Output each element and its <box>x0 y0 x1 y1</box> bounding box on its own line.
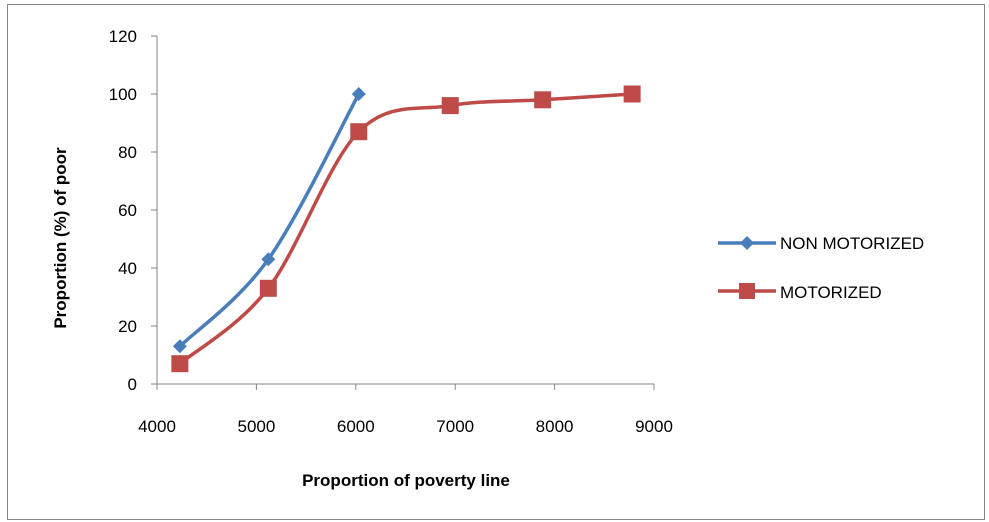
y-tick-label: 80 <box>118 143 137 162</box>
y-tick-label: 40 <box>118 259 137 278</box>
y-tick-label: 20 <box>118 317 137 336</box>
legend-entry-non-motorized[interactable]: NON MOTORIZED <box>718 234 924 253</box>
data-point-square[interactable] <box>442 97 459 114</box>
x-tick-label: 4000 <box>138 417 176 436</box>
x-axis-title: Proportion of poverty line <box>302 471 510 490</box>
y-ticks: 0 20 40 60 80 100 120 <box>109 27 157 394</box>
series-line-non-motorized <box>180 94 359 346</box>
legend-entry-motorized[interactable]: MOTORIZED <box>718 283 882 302</box>
data-point-square[interactable] <box>624 86 641 103</box>
x-tick-label: 6000 <box>337 417 375 436</box>
x-tick-label: 9000 <box>635 417 673 436</box>
legend-label-motorized: MOTORIZED <box>780 283 882 302</box>
data-point-square[interactable] <box>171 355 188 372</box>
x-tick-label: 8000 <box>536 417 574 436</box>
x-tick-label: 7000 <box>436 417 474 436</box>
legend-marker-square <box>739 283 755 299</box>
y-tick-label: 0 <box>128 375 137 394</box>
y-tick-label: 100 <box>109 85 137 104</box>
legend: NON MOTORIZED MOTORIZED <box>718 234 924 302</box>
series-non-motorized <box>173 87 366 353</box>
data-point-diamond[interactable] <box>352 87 366 101</box>
legend-marker-diamond <box>740 236 754 250</box>
series-line-motorized <box>180 94 632 364</box>
x-tick-label: 5000 <box>237 417 275 436</box>
data-point-square[interactable] <box>260 280 277 297</box>
series-motorized <box>171 86 640 373</box>
data-point-square[interactable] <box>350 123 367 140</box>
y-axis-title: Proportion (%) of poor <box>51 147 70 329</box>
data-point-square[interactable] <box>534 91 551 108</box>
x-ticks: 4000 5000 6000 7000 8000 9000 <box>138 384 673 436</box>
axes: 0 20 40 60 80 100 120 4000 5000 6000 7000 8000 9000 <box>109 27 673 436</box>
y-tick-label: 120 <box>109 27 137 46</box>
y-tick-label: 60 <box>118 201 137 220</box>
plot-area <box>171 86 640 373</box>
legend-label-non-motorized: NON MOTORIZED <box>780 234 924 253</box>
